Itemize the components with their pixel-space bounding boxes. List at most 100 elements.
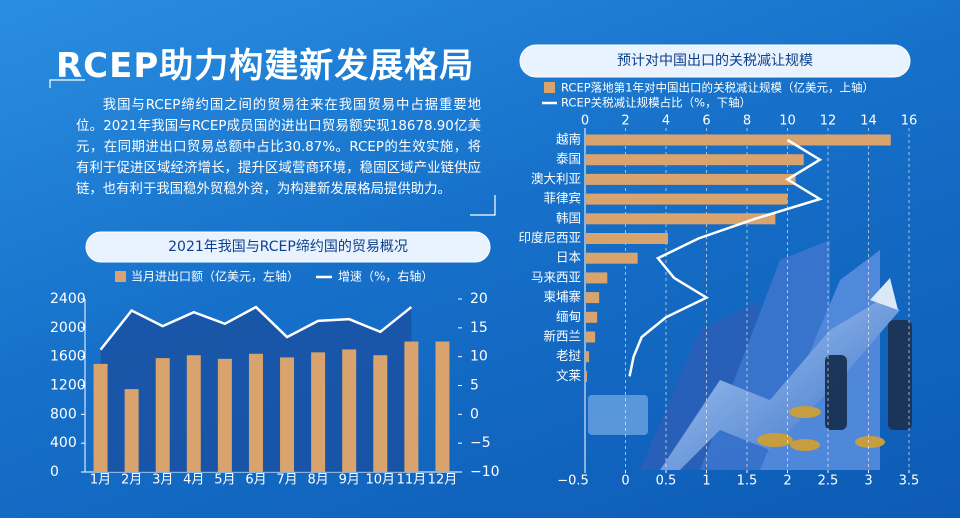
y-tick-label: 越南 — [556, 132, 581, 147]
bar — [311, 352, 326, 472]
y-tick-label: 新西兰 — [543, 329, 581, 344]
x-tick-label: 10 — [779, 114, 796, 129]
y-tick-label: 菲律宾 — [543, 191, 581, 206]
y2-tick-label: 15 — [470, 320, 488, 336]
x-tick-label: 6 — [702, 114, 710, 129]
y-tick-label: 缅甸 — [556, 309, 581, 324]
y-tick-label: 2000 — [50, 320, 86, 336]
x-tick-label: 8月 — [307, 473, 328, 488]
x-tick-label: 12月 — [428, 473, 458, 488]
x-tick-label: 11月 — [397, 473, 427, 488]
legend-label: 增速（%，右轴） — [338, 269, 433, 284]
y-tick-label: 1200 — [50, 378, 86, 394]
x-tick-label: 2 — [621, 114, 629, 129]
x2-tick-label: 0.5 — [656, 474, 677, 489]
y2-tick-label: −5 — [470, 435, 491, 451]
x-tick-label: 2月 — [121, 473, 142, 488]
legend-swatch — [544, 82, 555, 93]
line — [628, 138, 823, 377]
bar — [585, 351, 590, 363]
bar — [585, 370, 588, 382]
x-tick-label: 10月 — [366, 473, 396, 488]
x-tick-label: 4月 — [183, 473, 204, 488]
bar — [585, 134, 891, 146]
y-tick-label: 韩国 — [556, 210, 581, 225]
x-tick-label: 4 — [662, 114, 670, 129]
x-tick-label: 14 — [860, 114, 877, 129]
bar — [585, 311, 598, 323]
bar — [124, 389, 139, 472]
y-tick-label: 泰国 — [556, 151, 581, 166]
bar — [93, 363, 108, 472]
decoration — [588, 240, 912, 470]
bar — [585, 292, 600, 304]
x2-tick-label: 2.5 — [818, 474, 839, 489]
y-tick-label: 日本 — [556, 250, 582, 265]
y2-tick-label: 0 — [470, 406, 479, 422]
page-title: RCEP助力构建新发展格局 — [56, 46, 475, 86]
bar — [585, 154, 804, 166]
x-tick-label: 0 — [581, 114, 589, 129]
x-tick-label: 7月 — [276, 473, 297, 488]
y-tick-label: 800 — [50, 406, 77, 422]
x-tick-label: 1月 — [90, 473, 111, 488]
y-tick-label: 2400 — [50, 291, 86, 307]
x2-tick-label: 3.5 — [899, 474, 920, 489]
x2-tick-label: 1.5 — [737, 474, 758, 489]
bar — [585, 233, 669, 244]
x-tick-label: 5月 — [214, 473, 235, 488]
x-tick-label: 16 — [901, 114, 918, 129]
chart-title: 预计对中国出口的关税减让规模 — [617, 53, 813, 69]
x-tick-label: 6月 — [245, 473, 266, 488]
legend-label: RCEP落地第1年对中国出口的关税减让规模（亿美元，上轴） — [561, 81, 874, 95]
bar — [585, 213, 776, 225]
bar — [280, 357, 295, 472]
bar — [248, 353, 263, 472]
y-tick-label: 印度尼西亚 — [518, 230, 581, 245]
x2-tick-label: 3 — [864, 474, 872, 489]
y-tick-label: 1600 — [50, 349, 86, 365]
bar — [155, 358, 170, 472]
x-tick-label: 12 — [820, 114, 837, 129]
legend-label: RCEP关税减让规模占比（%，下轴） — [561, 96, 751, 110]
bar — [342, 349, 357, 472]
x-tick-label: 8 — [743, 114, 751, 129]
y-tick-label: 澳大利亚 — [531, 171, 581, 186]
bar — [585, 272, 608, 284]
chart-title: 2021年我国与RCEP缔约国的贸易概况 — [168, 238, 408, 255]
y-tick-label: 柬埔寨 — [543, 289, 581, 304]
y-tick-label: 文莱 — [556, 368, 581, 383]
bar — [585, 252, 638, 264]
x-tick-label: 3月 — [152, 473, 173, 488]
y2-tick-label: 20 — [470, 291, 488, 307]
y2-tick-label: 5 — [470, 378, 479, 394]
x2-tick-label: 1 — [702, 474, 710, 489]
x2-tick-label: 0 — [621, 474, 629, 489]
bar — [435, 341, 450, 472]
y-tick-label: 老挝 — [556, 348, 582, 363]
frame — [49, 79, 496, 216]
y2-tick-label: 10 — [470, 349, 488, 365]
bar — [585, 173, 796, 185]
chart-title-box — [85, 231, 491, 263]
legend-swatch — [115, 271, 126, 282]
x2-tick-label: −0.5 — [557, 474, 589, 489]
x-tick-label: 9月 — [339, 473, 360, 488]
chart-title-box — [519, 44, 911, 78]
paragraph: 我国与RCEP缔约国之间的贸易往来在我国贸易中占据重要地位。2021年我国与RC… — [76, 98, 481, 197]
line — [99, 305, 413, 351]
y-tick-label: 400 — [50, 435, 77, 451]
bar — [373, 355, 388, 472]
legend-label: 当月进出口额（亿美元，左轴） — [131, 269, 299, 284]
bar — [217, 358, 232, 472]
y2-tick-label: −10 — [470, 464, 500, 480]
x2-tick-label: 2 — [783, 474, 791, 489]
bar — [404, 341, 419, 472]
bar — [585, 331, 596, 343]
bar — [186, 355, 201, 472]
y-tick-label: 0 — [50, 464, 59, 480]
bar — [585, 193, 788, 205]
y-tick-label: 马来西亚 — [531, 269, 581, 284]
